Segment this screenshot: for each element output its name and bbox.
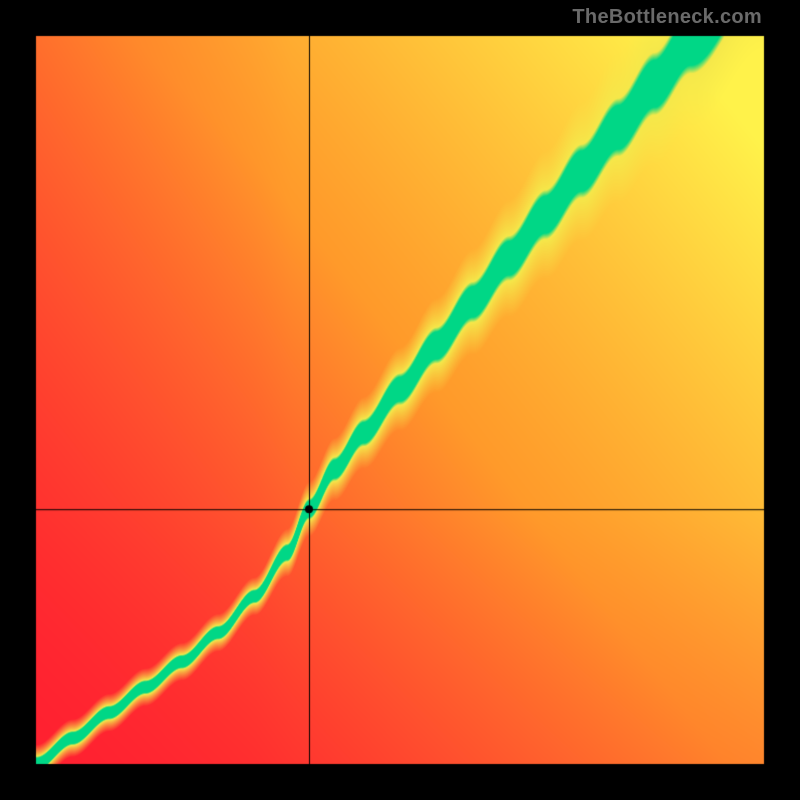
chart-container: TheBottleneck.com (0, 0, 800, 800)
heatmap-canvas (0, 0, 800, 800)
watermark: TheBottleneck.com (572, 6, 762, 29)
